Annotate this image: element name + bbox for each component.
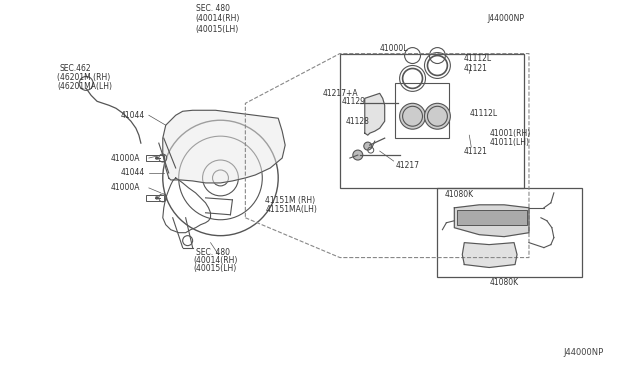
Text: 41044: 41044 xyxy=(121,111,145,120)
Text: (40014(RH): (40014(RH) xyxy=(194,256,238,265)
Bar xyxy=(340,54,524,188)
Text: 41121: 41121 xyxy=(463,147,487,155)
Text: 41000L: 41000L xyxy=(380,44,408,53)
Circle shape xyxy=(156,196,158,199)
Text: J44000NP: J44000NP xyxy=(564,347,604,357)
Circle shape xyxy=(424,103,451,129)
Circle shape xyxy=(353,150,363,160)
Text: (40015(LH): (40015(LH) xyxy=(194,264,237,273)
Text: SEC.462: SEC.462 xyxy=(60,64,91,73)
Text: 41112L: 41112L xyxy=(469,109,497,118)
Text: 41080K: 41080K xyxy=(489,278,518,287)
Text: 41011(LH): 41011(LH) xyxy=(489,138,529,147)
Text: 41080K: 41080K xyxy=(444,190,474,199)
Text: (46201M (RH): (46201M (RH) xyxy=(58,73,111,82)
Text: 41151M (RH): 41151M (RH) xyxy=(265,196,316,205)
Polygon shape xyxy=(163,110,285,183)
Bar xyxy=(146,195,164,201)
Text: 41129: 41129 xyxy=(342,97,366,106)
Text: 41001(RH): 41001(RH) xyxy=(489,129,531,138)
Text: 41000A: 41000A xyxy=(111,183,141,192)
Text: 41112L: 41112L xyxy=(463,54,492,63)
Bar xyxy=(146,155,164,161)
Bar xyxy=(437,188,582,278)
Text: SEC. 480: SEC. 480 xyxy=(196,248,230,257)
Text: 41151MA(LH): 41151MA(LH) xyxy=(265,205,317,214)
Text: SEC. 480
(40014(RH)
(40015(LH): SEC. 480 (40014(RH) (40015(LH) xyxy=(196,4,240,33)
Text: 41217+A: 41217+A xyxy=(322,89,358,98)
Bar xyxy=(395,83,449,138)
Text: 41000A: 41000A xyxy=(111,154,141,163)
Text: (46201MA(LH): (46201MA(LH) xyxy=(58,82,112,91)
Text: 41217: 41217 xyxy=(396,160,420,170)
Polygon shape xyxy=(462,243,517,267)
Text: 41121: 41121 xyxy=(463,64,487,73)
Text: J44000NP: J44000NP xyxy=(487,14,524,23)
Circle shape xyxy=(364,142,372,150)
Polygon shape xyxy=(365,93,385,135)
Circle shape xyxy=(156,157,158,160)
Polygon shape xyxy=(454,205,529,237)
Circle shape xyxy=(399,103,426,129)
Bar xyxy=(458,210,527,225)
Text: 41044: 41044 xyxy=(121,169,145,177)
Text: 41128: 41128 xyxy=(346,117,370,126)
